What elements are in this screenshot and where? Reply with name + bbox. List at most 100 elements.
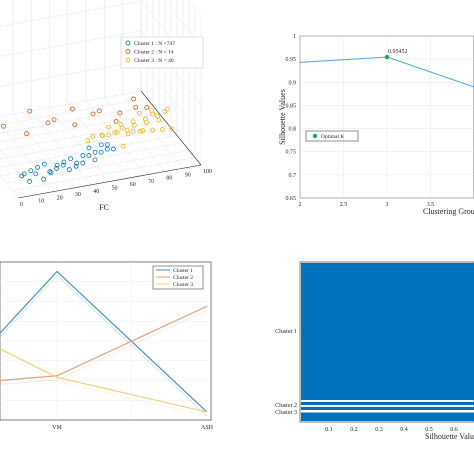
silhouette-legend-box bbox=[305, 130, 359, 142]
category-tick-label: ASH bbox=[201, 425, 214, 431]
silhouette-y-axis-label: Silhouette Values bbox=[278, 89, 287, 145]
scatter-point bbox=[106, 132, 111, 138]
x-tick-label: 0.2 bbox=[350, 427, 358, 433]
back-wall-grid-line bbox=[0, 0, 141, 4]
silhouette-grid bbox=[299, 35, 474, 199]
back-wall-grid-line bbox=[0, 30, 142, 57]
series-line bbox=[0, 348, 208, 413]
scatter-point bbox=[86, 145, 92, 151]
cluster-tick-label: Cluster 3 bbox=[275, 410, 297, 416]
optimal-k-annotation: 0.95452 bbox=[388, 49, 408, 55]
scatter-point bbox=[41, 176, 47, 182]
parallel-lines bbox=[0, 270, 208, 417]
scatter-point bbox=[111, 146, 116, 152]
scatter-point bbox=[106, 124, 112, 130]
series-line bbox=[0, 305, 208, 382]
silhouette-bars bbox=[301, 263, 474, 421]
series-band-line bbox=[0, 309, 208, 385]
scatter-point bbox=[142, 116, 148, 122]
x-tick-label: 2 bbox=[299, 202, 302, 208]
silhouette-legend: Optimal K bbox=[305, 130, 359, 142]
scatter-point bbox=[72, 122, 78, 128]
3d-x-axis-label: FC bbox=[99, 203, 109, 212]
scatter-point bbox=[68, 156, 74, 162]
fc-tick-label: 20 bbox=[57, 195, 63, 201]
scatter-point bbox=[104, 146, 110, 152]
legend-marker bbox=[125, 49, 131, 54]
scatter-point bbox=[144, 105, 150, 110]
optimal-k-marker bbox=[384, 54, 390, 60]
scatter-point bbox=[86, 153, 92, 158]
fc-tick-label: 30 bbox=[75, 192, 81, 198]
scatter-point bbox=[98, 149, 104, 155]
floor-grid-line bbox=[0, 98, 148, 126]
scatter-point bbox=[47, 169, 53, 175]
scatter-point bbox=[66, 167, 72, 172]
scatter-point bbox=[33, 171, 39, 177]
scatter-point bbox=[51, 117, 57, 123]
x-tick-label: 3.5 bbox=[427, 202, 435, 208]
scatter-point bbox=[137, 128, 143, 134]
3d-grid bbox=[0, 0, 202, 199]
y-tick-label: 0.7 bbox=[289, 173, 297, 179]
fc-tick-label: 0 bbox=[20, 202, 23, 208]
panel-3d-scatter: 0 10 20 30 40 50 60 70 80 90 100 FC Cluster 1 : N … bbox=[0, 0, 212, 212]
3d-legend-items: Cluster 1 : N =747 Cluster 2 : N = 14 Clus… bbox=[125, 40, 175, 64]
scatter-point bbox=[45, 120, 51, 126]
floor-grid-line bbox=[0, 90, 142, 117]
series-line bbox=[0, 270, 208, 413]
scatter-point bbox=[131, 96, 136, 102]
fc-tick-label: 60 bbox=[130, 182, 136, 188]
silhouette-legend-label: Optimal K bbox=[321, 134, 344, 140]
scatter-point bbox=[21, 171, 27, 177]
scatter-point bbox=[85, 138, 91, 143]
floor-grid-line bbox=[122, 94, 183, 169]
scatter-point bbox=[113, 119, 119, 124]
back-wall-grid-line bbox=[0, 0, 142, 27]
legend-label: Cluster 2 bbox=[173, 275, 193, 281]
3d-legend: Cluster 1 : N =747 Cluster 2 : N = 14 Clus… bbox=[120, 36, 204, 69]
legend-label: Cluster 1 bbox=[173, 268, 193, 274]
y-tick-label: 0.8 bbox=[289, 127, 297, 133]
scatter-point bbox=[70, 106, 75, 112]
floor-grid-line bbox=[0, 105, 154, 134]
scatter-point bbox=[41, 161, 47, 167]
x-tick-label: 0.3 bbox=[375, 427, 383, 433]
scatter-point bbox=[92, 149, 98, 155]
x-tick-label: 2.5 bbox=[340, 202, 348, 208]
scatter-point bbox=[114, 129, 120, 135]
y-tick-label: 0.65 bbox=[286, 196, 297, 202]
scatter-point bbox=[104, 142, 110, 148]
series-band-line bbox=[0, 275, 208, 417]
scatter-point bbox=[54, 166, 59, 171]
x-tick-label: 3 bbox=[386, 202, 389, 208]
fc-tick-label: 40 bbox=[93, 189, 99, 195]
side-wall-grid-line bbox=[140, 60, 202, 136]
3d-x-ticks: 0 10 20 30 40 50 60 70 80 90 100 bbox=[20, 169, 212, 208]
scatter-point bbox=[124, 127, 130, 133]
series-band-line bbox=[0, 352, 208, 417]
category-tick-label: VM bbox=[52, 425, 62, 431]
y-tick-label: 0.85 bbox=[286, 103, 297, 109]
scatter-point bbox=[130, 128, 136, 134]
scatter-point bbox=[54, 162, 60, 168]
silhouette-ticks: 1 0.95 0.9 0.85 0.8 0.75 0.7 0.652 2.5 3 3.5 bbox=[286, 34, 435, 208]
legend-marker bbox=[125, 40, 131, 46]
legend-label: Cluster 2 : N = 14 bbox=[134, 50, 174, 56]
scatter-point bbox=[155, 113, 161, 119]
scatter-point bbox=[48, 170, 54, 176]
3d-legend-box bbox=[120, 36, 204, 69]
bars-x-axis-label: Silhouette Values bbox=[425, 432, 474, 441]
scatter-point bbox=[73, 163, 79, 169]
cluster-3-bar-block bbox=[301, 407, 474, 421]
scatter-point bbox=[117, 110, 123, 116]
scatter-point bbox=[1, 123, 6, 129]
scatter-point bbox=[118, 121, 124, 127]
floor-grid-line bbox=[0, 135, 178, 168]
scatter-point bbox=[90, 133, 96, 139]
scatter-point bbox=[130, 119, 136, 125]
scatter-point bbox=[27, 108, 33, 114]
side-wall-grid-line bbox=[188, 0, 202, 16]
